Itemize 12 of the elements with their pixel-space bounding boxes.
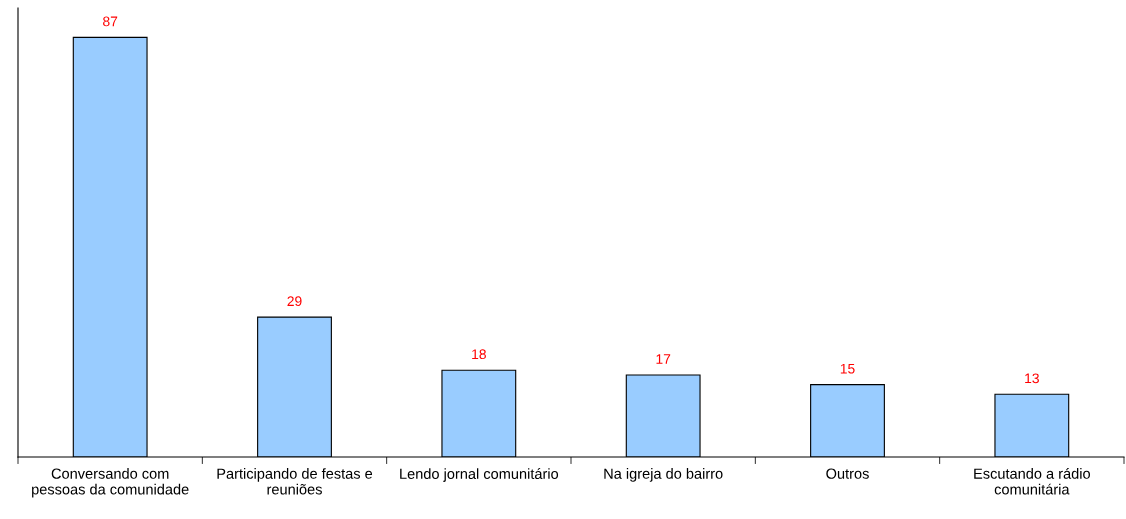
data-label: 13 <box>1025 373 1039 384</box>
data-label: 17 <box>656 354 671 364</box>
data-label: 29 <box>287 296 302 307</box>
x-tick-label: Participando de festas e reuniões <box>217 468 373 495</box>
x-tick-label: Escutando a rádio comunitária <box>974 467 1090 495</box>
data-label: 87 <box>103 16 118 27</box>
x-tick-label: Lendo jornal comunitário <box>400 468 559 482</box>
x-tick-label: Outros <box>826 468 869 479</box>
x-tick-label: Conversando com pessoas da comunidade <box>32 468 189 498</box>
data-label: 15 <box>840 363 855 374</box>
x-tick-label: Na igreja do bairro <box>604 468 723 482</box>
data-label: 18 <box>472 349 486 360</box>
